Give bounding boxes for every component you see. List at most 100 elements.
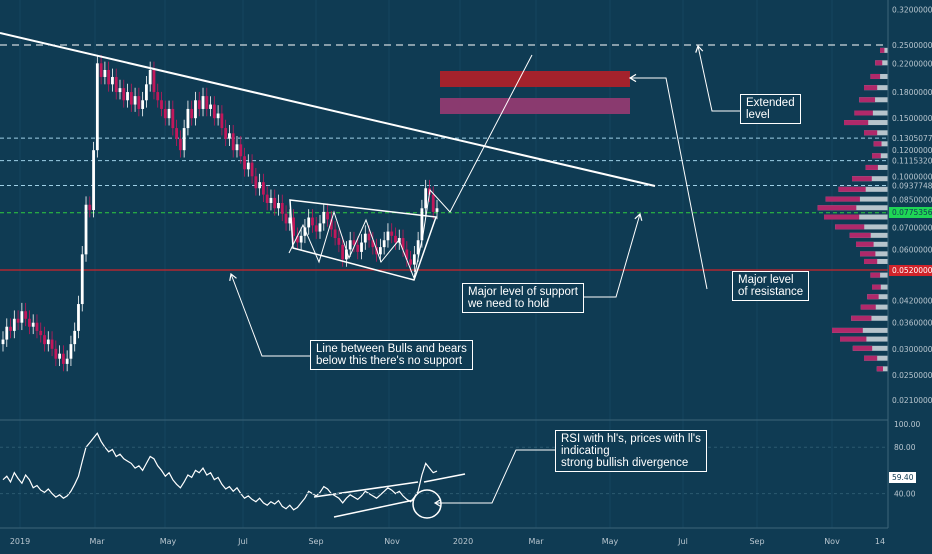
candle-body bbox=[378, 247, 382, 255]
candle-body bbox=[114, 76, 118, 93]
volume-profile-bar-sell bbox=[872, 284, 881, 290]
candle-body bbox=[178, 138, 182, 151]
candle-body bbox=[258, 182, 262, 189]
candle-body bbox=[46, 339, 50, 345]
candle-body bbox=[194, 100, 197, 119]
candle-body bbox=[314, 225, 318, 232]
candle-body bbox=[31, 322, 35, 327]
candle-body bbox=[167, 108, 171, 119]
candle-body bbox=[356, 244, 360, 252]
volume-profile-bar-sell bbox=[864, 130, 878, 136]
candle-body bbox=[50, 339, 54, 349]
candle-body bbox=[409, 259, 412, 265]
volume-profile-bar-sell bbox=[835, 224, 865, 230]
candle-body bbox=[295, 235, 299, 243]
candle-body bbox=[39, 330, 43, 336]
candle-body bbox=[80, 254, 84, 305]
candle-body bbox=[69, 344, 73, 359]
candle-body bbox=[231, 133, 235, 151]
price-tick-label: 0.11153202 bbox=[892, 157, 932, 166]
candle-body bbox=[394, 235, 397, 243]
support-price-tag: 0.05200000 bbox=[889, 265, 932, 276]
rsi-projection-line bbox=[423, 473, 466, 483]
volume-profile-bar-sell bbox=[854, 110, 873, 116]
candle-body bbox=[326, 211, 329, 220]
candle-body bbox=[348, 240, 352, 250]
time-tick-label: Mar bbox=[528, 537, 544, 546]
candle-body bbox=[73, 330, 77, 345]
candle-body bbox=[171, 108, 175, 129]
volume-profile-bar-sell bbox=[851, 315, 872, 321]
volume-profile-bar-sell bbox=[840, 336, 867, 342]
falling-wedge-channel bbox=[289, 199, 438, 281]
candle-body bbox=[160, 100, 163, 109]
resistance-zones bbox=[440, 71, 630, 114]
candle-body bbox=[126, 92, 129, 101]
candle-body bbox=[431, 194, 435, 212]
candle-body bbox=[9, 326, 12, 331]
candle-body bbox=[228, 133, 231, 139]
resistance-zone-lower bbox=[440, 98, 630, 114]
annotation-extended-level: Extended level bbox=[740, 94, 801, 124]
volume-profile-bar-sell bbox=[876, 366, 883, 372]
annotation-rsi-divergence: RSI with hl's, prices with ll's indicati… bbox=[555, 430, 707, 472]
time-tick-label: 2020 bbox=[453, 537, 473, 546]
volume-profile-bar-sell bbox=[875, 60, 883, 66]
candle-body bbox=[311, 217, 314, 226]
arrow-head bbox=[229, 272, 237, 281]
candle-body bbox=[307, 217, 311, 228]
candle-body bbox=[333, 229, 337, 239]
price-tick-label: 0.09377484 bbox=[892, 182, 932, 191]
candle-body bbox=[88, 204, 92, 211]
candle-body bbox=[322, 211, 326, 224]
candle-body bbox=[299, 235, 303, 243]
arrow-extended-level bbox=[697, 45, 740, 112]
volume-profile-bar-sell bbox=[859, 97, 876, 103]
candles bbox=[1, 54, 439, 372]
resistance-zone-upper bbox=[440, 71, 630, 87]
arrow-resistance bbox=[630, 77, 708, 290]
candle-body bbox=[345, 249, 348, 260]
candle-body bbox=[43, 335, 46, 345]
candle-body bbox=[352, 240, 356, 245]
candle-body bbox=[265, 194, 269, 203]
candle-body bbox=[77, 304, 80, 331]
candle-body bbox=[145, 84, 148, 101]
rsi-panel bbox=[0, 432, 888, 511]
candle-body bbox=[363, 233, 367, 243]
candle-body bbox=[175, 128, 178, 139]
candle-body bbox=[262, 182, 265, 195]
last-price-tag: 0.07753564 bbox=[889, 207, 932, 218]
candle-body bbox=[277, 202, 280, 209]
candle-body bbox=[197, 100, 201, 109]
rsi-tick-label: 100.00 bbox=[894, 420, 920, 429]
candle-body bbox=[103, 69, 107, 77]
candle-body bbox=[224, 128, 228, 139]
rsi-tick-label: 40.00 bbox=[894, 490, 916, 499]
rsi-axis[interactable]: 100.00 80.00 40.00 bbox=[894, 420, 920, 499]
candle-body bbox=[61, 353, 65, 364]
volume-profile-bar-sell bbox=[860, 251, 876, 257]
time-tick-label: May bbox=[602, 537, 619, 546]
candle-body bbox=[84, 204, 88, 255]
time-tick-label: Nov bbox=[384, 537, 400, 546]
candle-body bbox=[54, 348, 58, 359]
time-tick-label: Mar bbox=[89, 537, 105, 546]
trend-drawings bbox=[0, 32, 740, 519]
candle-body bbox=[405, 249, 409, 260]
candle-body bbox=[386, 231, 390, 241]
arrow-head bbox=[634, 212, 643, 221]
candle-body bbox=[163, 108, 167, 119]
time-axis[interactable]: 2019 Mar May Jul Sep Nov 2020 Mar May Jul Sep Nov 14 bbox=[0, 527, 888, 546]
volume-profile-bar-sell bbox=[832, 327, 863, 333]
rsi-lower-trendline bbox=[333, 499, 415, 518]
